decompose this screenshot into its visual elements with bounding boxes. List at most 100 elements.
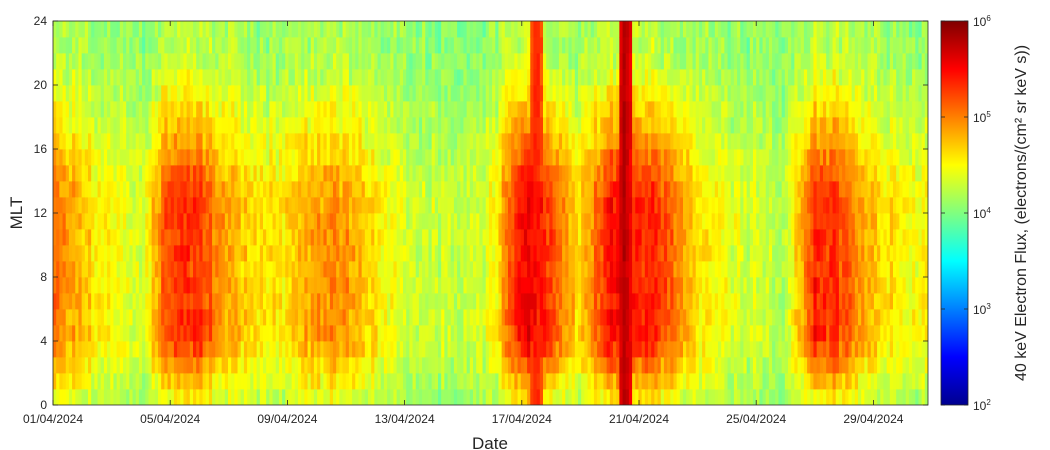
heatmap-cell xyxy=(97,389,102,405)
heatmap-cell xyxy=(428,261,433,278)
heatmap-cell xyxy=(129,277,133,294)
heatmap-cell xyxy=(476,229,480,246)
heatmap-cell xyxy=(463,37,468,54)
heatmap-cell xyxy=(135,21,140,38)
heatmap-cell xyxy=(457,181,461,198)
heatmap-cell xyxy=(148,149,153,166)
heatmap-cell xyxy=(352,165,356,182)
heatmap-cell xyxy=(161,325,165,342)
heatmap-cell xyxy=(247,309,251,326)
heatmap-cell xyxy=(574,261,579,278)
heatmap-cell xyxy=(593,85,598,102)
heatmap-cell xyxy=(145,101,149,118)
heatmap-cell xyxy=(310,325,315,342)
heatmap-cell xyxy=(460,261,464,278)
heatmap-cell xyxy=(473,229,477,246)
heatmap-cell xyxy=(126,69,130,86)
heatmap-cell xyxy=(552,165,557,182)
heatmap-cell xyxy=(215,197,219,214)
heatmap-cell xyxy=(355,325,359,342)
heatmap-cell xyxy=(530,21,534,38)
heatmap-cell xyxy=(660,21,665,38)
heatmap-cell xyxy=(100,325,105,342)
heatmap-cell xyxy=(107,357,111,374)
heatmap-cell xyxy=(546,197,550,214)
heatmap-cell xyxy=(482,309,487,326)
heatmap-cell xyxy=(593,53,598,70)
heatmap-cell xyxy=(336,181,340,198)
heatmap-cell xyxy=(476,149,480,166)
heatmap-cell xyxy=(523,245,528,262)
heatmap-cell xyxy=(361,165,366,182)
heatmap-cell xyxy=(619,229,623,246)
heatmap-cell xyxy=(514,133,518,150)
heatmap-cell xyxy=(310,101,315,118)
heatmap-cell xyxy=(323,293,328,310)
heatmap-cell xyxy=(418,389,423,405)
heatmap-cell xyxy=(84,197,89,214)
heatmap-cell xyxy=(638,309,643,326)
heatmap-cell xyxy=(205,133,210,150)
heatmap-cell xyxy=(320,85,324,102)
heatmap-cell xyxy=(581,293,585,310)
heatmap-cell xyxy=(358,389,363,405)
heatmap-cell xyxy=(482,229,487,246)
heatmap-cell xyxy=(692,133,697,150)
heatmap-cell xyxy=(323,373,328,390)
heatmap-cell xyxy=(231,85,235,102)
heatmap-cell xyxy=(638,181,643,198)
heatmap-cell xyxy=(406,213,410,230)
heatmap-cell xyxy=(339,85,343,102)
heatmap-cell xyxy=(705,389,709,405)
heatmap-cell xyxy=(237,293,242,310)
heatmap-cell xyxy=(269,309,273,326)
heatmap-cell xyxy=(91,389,95,405)
heatmap-cell xyxy=(533,325,538,342)
heatmap-cell xyxy=(673,325,678,342)
heatmap-cell xyxy=(348,69,353,86)
heatmap-cell xyxy=(304,37,308,54)
heatmap-cell xyxy=(638,101,643,118)
heatmap-cell xyxy=(514,101,518,118)
heatmap-cell xyxy=(199,245,203,262)
heatmap-cell xyxy=(180,165,184,182)
heatmap-cell xyxy=(256,21,261,38)
heatmap-cell xyxy=(113,53,118,70)
heatmap-cell xyxy=(558,101,563,118)
heatmap-cell xyxy=(193,149,197,166)
heatmap-cell xyxy=(288,197,293,214)
heatmap-cell xyxy=(441,245,445,262)
heatmap-cell xyxy=(453,53,458,70)
heatmap-cell xyxy=(463,69,468,86)
heatmap-cell xyxy=(593,213,598,230)
heatmap-cell xyxy=(654,21,658,38)
heatmap-cell xyxy=(466,229,471,246)
heatmap-cell xyxy=(173,389,178,405)
heatmap-cell xyxy=(689,357,693,374)
heatmap-cell xyxy=(641,197,646,214)
heatmap-cell xyxy=(638,85,643,102)
heatmap-cell xyxy=(403,309,407,326)
heatmap-cell xyxy=(154,373,159,390)
heatmap-cell xyxy=(651,245,655,262)
heatmap-cell xyxy=(415,149,420,166)
heatmap-cell xyxy=(670,245,674,262)
heatmap-cell xyxy=(100,277,105,294)
heatmap-cell xyxy=(81,37,86,54)
heatmap-cell xyxy=(387,293,391,310)
heatmap-cell xyxy=(107,229,111,246)
heatmap-cell xyxy=(103,357,108,374)
heatmap-cell xyxy=(288,293,293,310)
heatmap-cell xyxy=(91,21,95,38)
heatmap-cell xyxy=(320,357,324,374)
heatmap-cell xyxy=(113,181,118,198)
heatmap-cell xyxy=(508,357,512,374)
heatmap-cell xyxy=(361,85,366,102)
heatmap-cell xyxy=(304,133,308,150)
heatmap-cell xyxy=(355,293,359,310)
heatmap-cell xyxy=(371,213,375,230)
heatmap-cell xyxy=(692,309,697,326)
heatmap-cell xyxy=(75,69,79,86)
heatmap-cell xyxy=(189,117,194,134)
heatmap-cell xyxy=(686,197,690,214)
